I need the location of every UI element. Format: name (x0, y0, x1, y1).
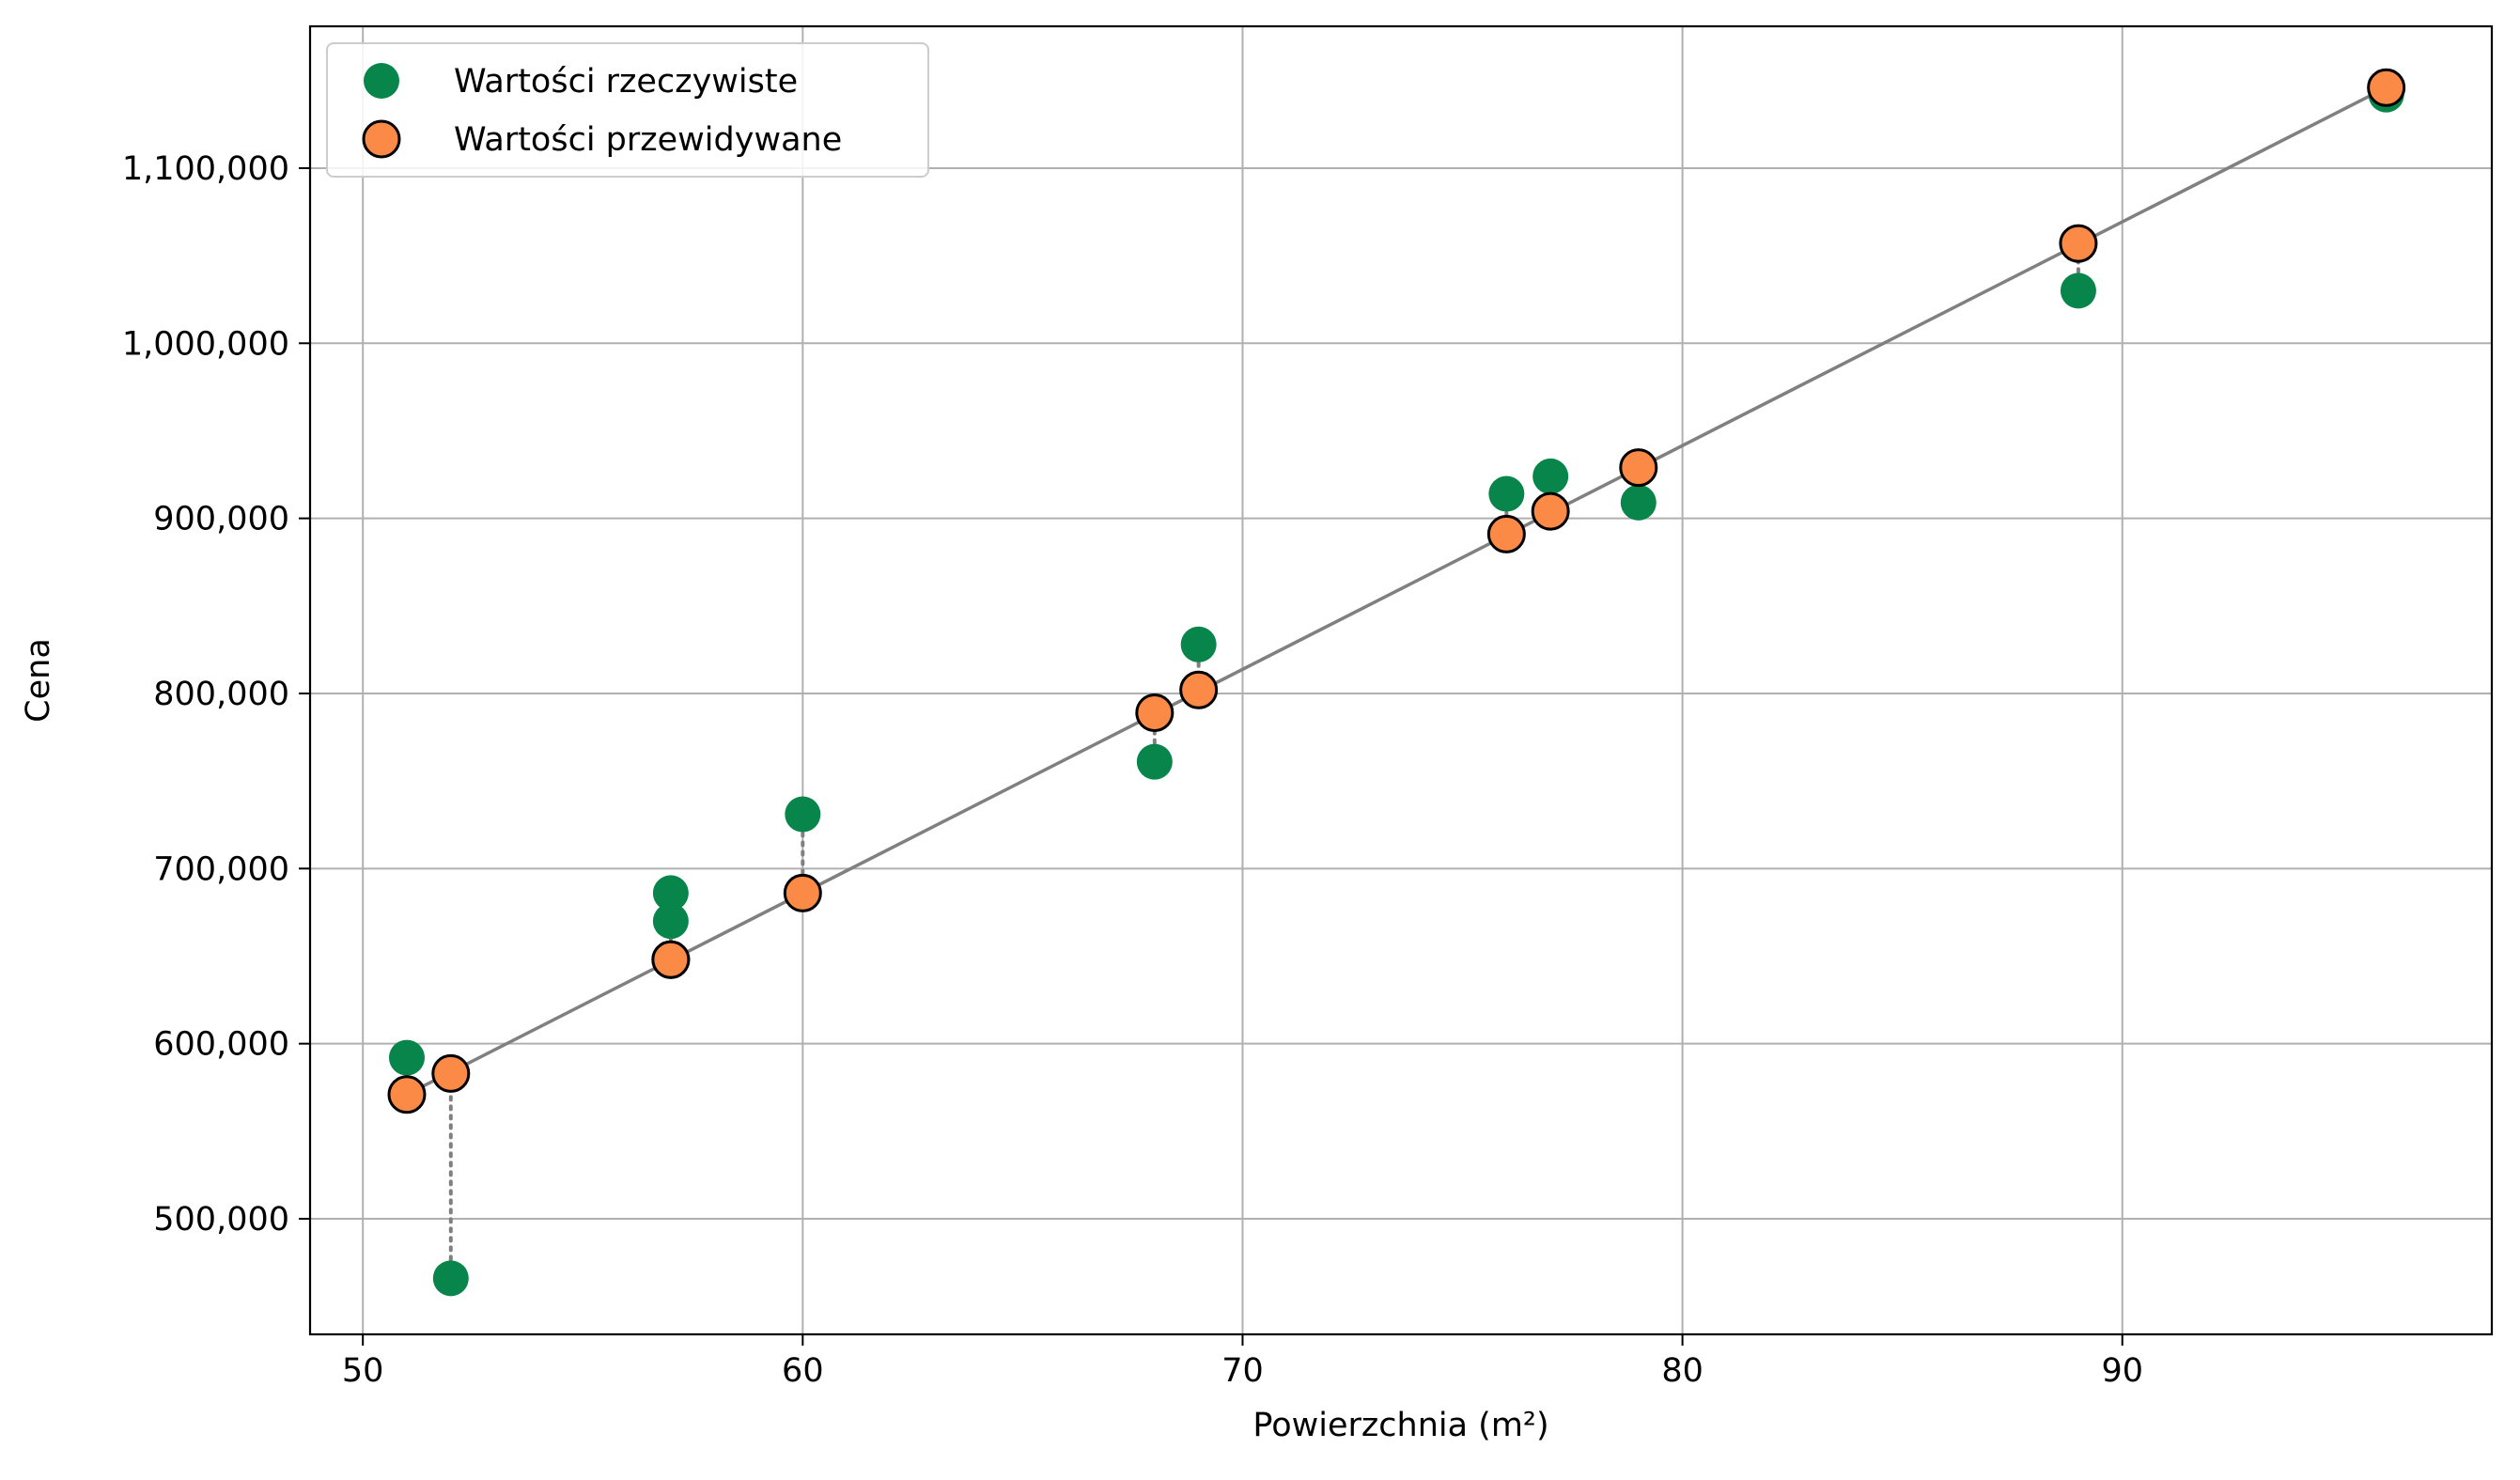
actual-point (1180, 626, 1217, 662)
x-tick-label: 80 (1661, 1352, 1703, 1390)
y-tick-label: 1,000,000 (122, 325, 289, 363)
x-tick-label: 70 (1221, 1352, 1264, 1390)
actual-point (1532, 458, 1569, 494)
actual-point (388, 1039, 425, 1076)
actual-point (2060, 273, 2096, 309)
actual-point (652, 875, 689, 911)
legend-label: Wartości rzeczywiste (454, 63, 798, 101)
predicted-point (1619, 448, 1658, 488)
actual-point (1488, 475, 1525, 512)
actual-point (1620, 484, 1657, 521)
x-axis-label: Powierzchnia (m²) (1252, 1407, 1548, 1444)
predicted-point (1486, 514, 1526, 553)
predicted-point (651, 940, 691, 979)
y-axis-label: Cena (20, 638, 57, 723)
regression-line-layer (406, 86, 2388, 1097)
y-tick-label: 1,100,000 (122, 150, 289, 188)
legend: Wartości rzeczywiste Wartości przewidywan… (326, 42, 929, 178)
predicted-point (1135, 693, 1174, 732)
x-tick-label: 90 (2101, 1352, 2143, 1390)
y-tick-label: 900,000 (153, 501, 289, 538)
predicted-point (1531, 491, 1570, 531)
points-layer (387, 68, 2406, 1297)
predicted-point (2367, 68, 2406, 107)
actual-point (785, 796, 821, 833)
y-tick-label: 500,000 (153, 1201, 289, 1239)
actual-point (1136, 743, 1173, 780)
predicted-point (387, 1075, 427, 1114)
plot-frame (308, 24, 2494, 1336)
predicted-point (783, 873, 822, 912)
x-tick-label: 60 (782, 1352, 824, 1390)
x-tick-label: 50 (342, 1352, 384, 1390)
regression-line (406, 86, 2388, 1097)
y-tick-label: 700,000 (153, 850, 289, 888)
ticks-layer: 50 60 70 80 90 500,000 600,000 700,000 800,000 90… (122, 150, 2143, 1390)
legend-box (326, 42, 929, 178)
y-tick-label: 600,000 (153, 1026, 289, 1064)
predicted-point (2059, 224, 2098, 263)
actual-point (432, 1260, 469, 1297)
predicted-point (431, 1053, 471, 1093)
actual-point (652, 903, 689, 940)
legend-marker (364, 63, 399, 99)
predicted-point (1179, 670, 1219, 709)
legend-label: Wartości przewidywane (454, 121, 842, 159)
legend-marker (362, 119, 401, 159)
y-tick-label: 800,000 (153, 676, 289, 713)
